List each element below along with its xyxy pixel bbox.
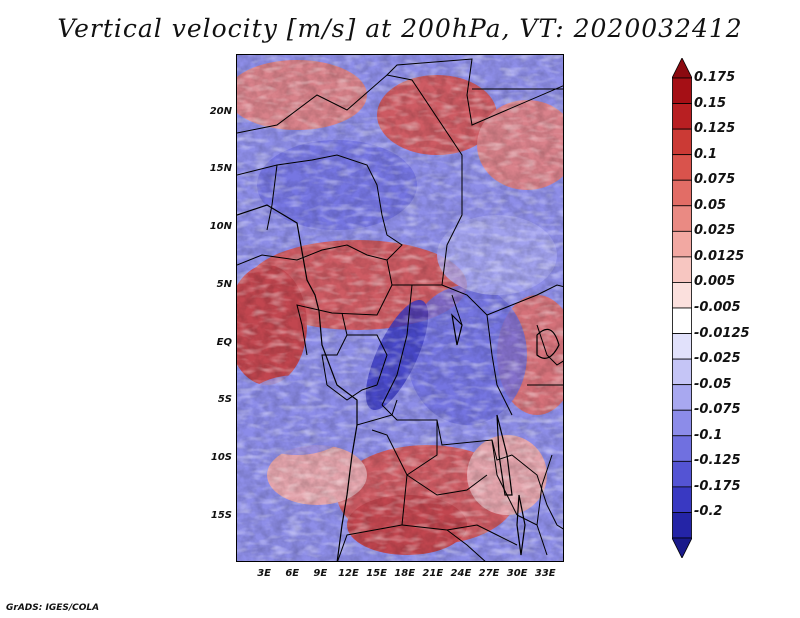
lat-tick-label: 20N: [209, 105, 232, 117]
lakes: [451, 313, 560, 556]
colorbar-swatch: [672, 128, 692, 156]
lon-tick-label: 24E: [450, 568, 472, 579]
lat-tick-label: EQ: [216, 336, 232, 348]
vertical-velocity-field: [237, 55, 563, 561]
coastline: [237, 204, 358, 561]
footer-credit: GrADS: IGES/COLA: [6, 603, 100, 613]
colorbar-level-label: 0.175: [694, 70, 736, 85]
colorbar-level-label: -0.0125: [694, 325, 750, 341]
colorbar-level-label: 0.025: [694, 223, 736, 239]
colorbar-swatch: [672, 77, 692, 104]
colorbar-level-label: -0.2: [694, 504, 723, 520]
colorbar-level-label: 0.0125: [694, 248, 745, 264]
lon-tick-label: 3E: [257, 568, 271, 579]
lat-tick-label: 5S: [217, 394, 232, 406]
colorbar-level-label: -0.025: [694, 351, 741, 367]
colorbar-level-label: 0.15: [694, 95, 727, 111]
colorbar-level-label: -0.175: [694, 478, 741, 494]
colorbar-swatch: [672, 512, 692, 539]
colorbar-swatch: [672, 384, 692, 411]
colorbar-swatch: [672, 307, 692, 334]
lon-tick-label: 33E: [534, 568, 556, 579]
colorbar-level-label: 0.005: [694, 274, 736, 290]
lon-tick-label: 30E: [506, 568, 528, 579]
lon-tick-label: 9E: [313, 568, 328, 579]
lon-tick-label: 15E: [366, 568, 387, 579]
colorbar-swatch: [672, 460, 692, 488]
lat-tick-label: 10S: [210, 452, 232, 464]
colorbar-level-label: 0.075: [694, 172, 736, 188]
lat-tick-label: 15S: [210, 509, 232, 521]
colorbar-swatch: [672, 435, 692, 462]
lon-tick-label: 12E: [338, 568, 359, 579]
colorbar-level-label: -0.125: [694, 453, 741, 469]
colorbar-bottom-arrow: [672, 537, 692, 558]
colorbar-level-label: -0.005: [694, 300, 741, 315]
colorbar-swatch: [672, 333, 692, 360]
colorbar-swatch: [672, 282, 692, 309]
map-panel: [236, 54, 564, 562]
colorbar-swatch: [672, 205, 692, 232]
colorbar-level-label: 0.05: [694, 197, 727, 213]
colorbar-top-arrow: [672, 58, 692, 79]
lat-tick-label: 15N: [209, 163, 232, 175]
colorbar-level-label: 0.125: [694, 121, 736, 137]
colorbar-swatch: [672, 409, 692, 437]
lon-tick-label: 27E: [478, 568, 500, 579]
lon-tick-label: 18E: [394, 568, 416, 579]
lon-tick-label: 21E: [422, 568, 444, 579]
colorbar-level-label: -0.05: [694, 376, 732, 392]
colorbar: [672, 58, 692, 558]
colorbar-swatch: [672, 230, 692, 258]
colorbar-level-label: -0.075: [694, 402, 741, 418]
colorbar-swatch: [672, 256, 692, 283]
colorbar-swatch: [672, 179, 692, 207]
colorbar-swatch: [672, 103, 692, 130]
colorbar-swatch: [672, 358, 692, 386]
plot-title: Vertical velocity [m/s] at 200hPa, VT: 2…: [57, 14, 743, 43]
colorbar-swatch: [672, 154, 692, 181]
lat-tick-label: 10N: [209, 221, 232, 233]
lon-tick-label: 6E: [285, 568, 300, 579]
colorbar-level-label: 0.1: [694, 146, 718, 162]
country-borders: [237, 58, 563, 561]
lat-tick-label: 5N: [216, 278, 232, 290]
colorbar-level-label: -0.1: [694, 427, 723, 443]
colorbar-swatch: [672, 486, 692, 513]
